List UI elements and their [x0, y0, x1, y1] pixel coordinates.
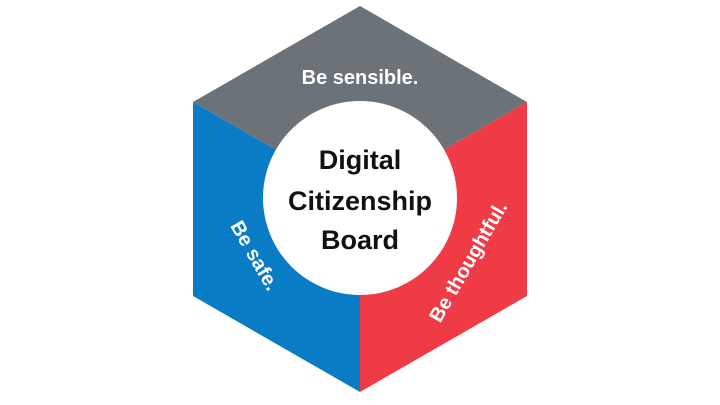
board-title-line-1: Digital — [319, 145, 402, 175]
board-title-line-2: Citizenship — [288, 186, 432, 216]
center-circle — [263, 101, 457, 295]
board-title-line-3: Board — [321, 225, 399, 255]
top-face-label: Be sensible. — [302, 67, 419, 89]
